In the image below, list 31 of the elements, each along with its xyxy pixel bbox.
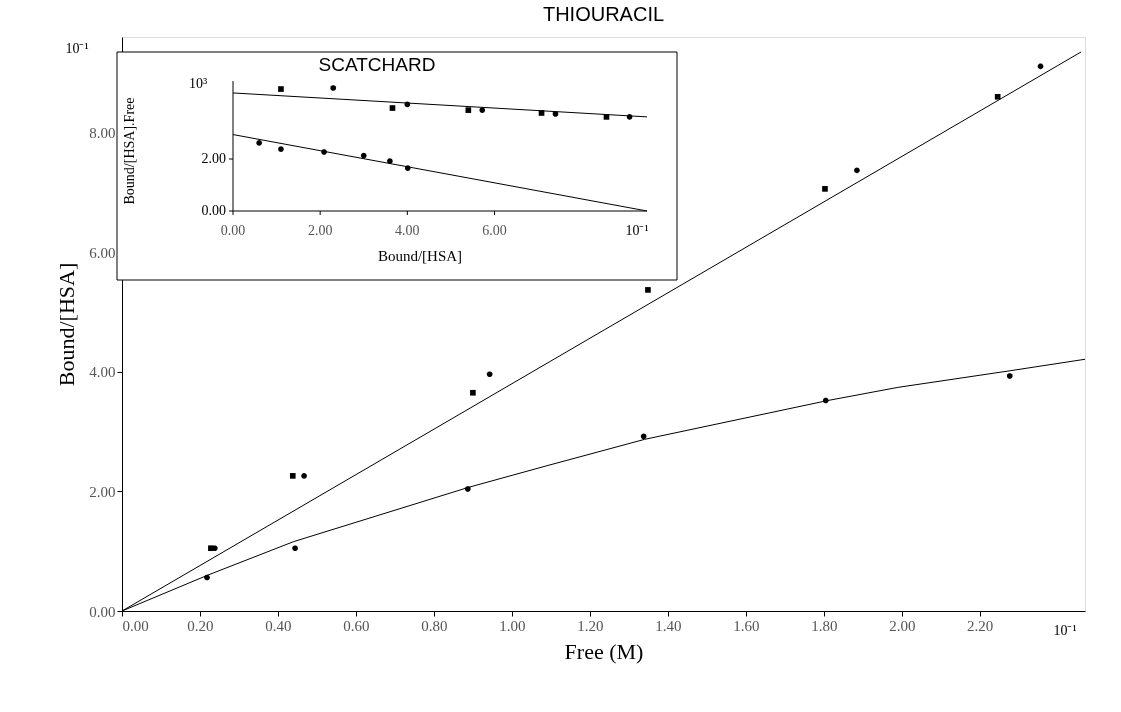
x-tick-label: 0.20 bbox=[187, 617, 214, 634]
x-tick-label: 1.60 bbox=[733, 617, 760, 634]
x-tick-label: 0.40 bbox=[265, 617, 292, 634]
x-tick-label: 2.00 bbox=[307, 223, 333, 238]
chart-title: THIOURACIL bbox=[542, 3, 665, 25]
x-tick-label: 0.60 bbox=[343, 617, 370, 634]
y-axis-title: Bound/[HSA].Free bbox=[122, 97, 137, 205]
chart-title: SCATCHARD bbox=[318, 54, 436, 75]
x-tick-label: 0.00 bbox=[122, 617, 149, 634]
y-tick-label: 0.00 bbox=[89, 603, 116, 620]
y-tick-label: 8.00 bbox=[89, 125, 116, 142]
text: 10⁻¹ bbox=[65, 41, 89, 56]
x-tick-label: 4.00 bbox=[395, 223, 420, 238]
x-tick-label: 1.40 bbox=[655, 617, 682, 634]
annotation: 10³ bbox=[188, 76, 208, 91]
x-tick-label: 2.00 bbox=[889, 617, 916, 634]
y-tick-label: 6.00 bbox=[89, 244, 116, 261]
x-tick-label: 1.20 bbox=[577, 617, 604, 634]
x-axis-title: Bound/[HSA] bbox=[377, 248, 463, 264]
x-tick-label: 1.00 bbox=[499, 617, 526, 634]
y-tick-label: 4.00 bbox=[89, 364, 116, 381]
x-tick-label: 0.00 bbox=[220, 223, 246, 238]
annotation: 10⁻¹ bbox=[625, 223, 649, 238]
x-axis-title: Free (M) bbox=[564, 638, 644, 664]
x-tick-label: 6.00 bbox=[482, 223, 507, 238]
x-tick-label: 0.80 bbox=[421, 617, 448, 634]
x-tick-label: 1.80 bbox=[811, 617, 838, 634]
y-axis-title: Bound/[HSA] bbox=[54, 262, 80, 387]
x-tick-label: 2.20 bbox=[967, 617, 994, 634]
y-tick-label: 2.00 bbox=[89, 483, 116, 500]
text: 10⁻¹ bbox=[1053, 623, 1077, 638]
